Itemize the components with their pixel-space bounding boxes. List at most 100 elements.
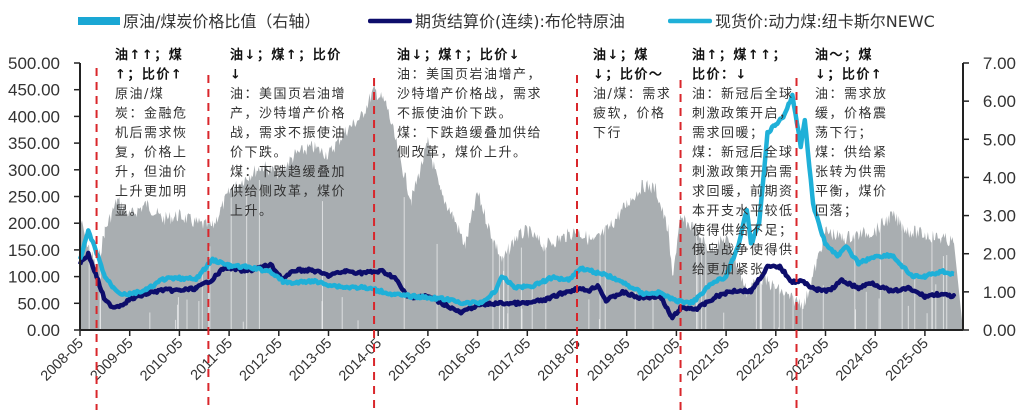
annotation-text: 油：美国页岩油增 [230, 87, 346, 102]
right-tick-label: 2.00 [983, 245, 1016, 264]
newcastle-coal-line [77, 92, 956, 307]
x-tick-label: 2010-05 [137, 336, 186, 385]
annotation-text: 上升。 [230, 204, 274, 219]
left-tick-label: 400.00 [8, 107, 60, 126]
left-tick-label: 350.00 [8, 134, 60, 153]
annotation-text: 煤：下跌趋缓叠加供给 [397, 125, 542, 141]
legend: 原油/煤炭价格比值（右轴） 期货结算价(连续):布伦特原油 现货价:动力煤:纽卡斯尔… [78, 12, 935, 31]
annotation-text: 不振使油价下跌。 [397, 106, 513, 122]
annotation-text: 缓，价格震 [815, 106, 888, 122]
annotation-text: 张转为供需 [815, 165, 888, 180]
x-tick-label: 2013-05 [286, 336, 335, 385]
legend-swatch [368, 18, 412, 24]
annotation-text: 油：需求放 [815, 87, 888, 102]
annotation-text: 炭：金融危 [115, 106, 188, 122]
annotation-heading: 油↓；煤 [593, 47, 649, 63]
annotations-layer: 油↑↑；煤 ↑；比价↑ 原油/煤炭：金融危机后需求恢复，价格上升，但油价上升更加明显… [115, 47, 888, 278]
legend-label: 原油/煤炭价格比值（右轴） [123, 12, 320, 31]
right-tick-label: 7.00 [983, 54, 1016, 73]
annotation-text: 产，沙特增产价格 [230, 106, 346, 122]
annotation-text: 需求回暖； [692, 126, 765, 141]
brent-oil-line [77, 250, 957, 321]
x-tick-label: 2021-05 [684, 336, 733, 385]
annotation-heading: ↓；比价～ [593, 67, 663, 83]
legend-label: 期货结算价(连续):布伦特原油 [415, 12, 625, 31]
right-tick-label: 3.00 [983, 207, 1016, 226]
annotation-text: 平衡，煤价 [815, 185, 888, 200]
annotation-text: 机后需求恢 [115, 126, 188, 141]
left-tick-label: 300.00 [8, 161, 60, 180]
annotation-text: 煤：新冠后全球 [692, 145, 794, 161]
annotation-heading: 油↑；煤↑↑； [692, 47, 787, 63]
x-tick-label: 2011-05 [188, 336, 236, 384]
annotation-text: 油/煤：需求 [593, 87, 671, 102]
annotation-heading: 油～；煤 [815, 47, 873, 63]
annotation-text: 刺激政策开启， [692, 106, 794, 122]
x-tick-label: 2019-05 [585, 336, 634, 385]
x-tick-label: 2008-05 [38, 336, 87, 385]
legend-swatch [78, 17, 120, 25]
annotation-text: 价下跌。 [230, 145, 288, 161]
annotation-text: 使得供给不足； [692, 223, 794, 239]
annotation-text: 荡下行； [815, 126, 873, 141]
left-tick-label: 250.00 [8, 188, 60, 207]
annotation-heading: ↓ [230, 68, 242, 83]
annotation-text: 复，价格上 [115, 145, 188, 161]
legend-label: 现货价:动力煤:纽卡斯尔NEWC [715, 12, 935, 31]
annotation-heading: 油↓；煤↑；比价↓ [397, 47, 521, 63]
left-tick-label: 50.00 [17, 294, 60, 313]
annotation-text: 给更加紧张 [692, 263, 765, 278]
annotation-text: 油：新冠后全球 [692, 86, 794, 102]
x-tick-label: 2024-05 [833, 336, 882, 385]
left-tick-label: 150.00 [8, 241, 60, 260]
annotation-text: 战，需求不振使油 [230, 125, 346, 141]
annotation-text: 煤：下跌趋缓叠加 [230, 164, 346, 180]
annotation-text: 下行 [593, 126, 622, 141]
annotation-text: 回落； [815, 204, 859, 219]
left-tick-label: 500.00 [8, 54, 60, 73]
right-tick-label: 4.00 [983, 168, 1016, 187]
right-tick-label: 1.00 [983, 283, 1016, 302]
annotation-block: 油↓；煤↑；比价 ↓ 油：美国页岩油增产，沙特增产价格战，需求不振使油价下跌。煤：下… [230, 47, 346, 219]
x-tick-label: 2025-05 [883, 336, 932, 385]
left-tick-label: 450.00 [8, 81, 60, 100]
x-tick-label: 2020-05 [634, 336, 683, 385]
annotation-text: 刺激政策开启需 [692, 164, 794, 180]
price-lines-layer [77, 92, 957, 321]
annotation-heading: 油↓；煤↑；比价 [230, 47, 342, 63]
annotation-text: 上升更加明 [115, 185, 188, 200]
annotation-block: 油↑↑；煤 ↑；比价↑ 原油/煤炭：金融危机后需求恢复，价格上升，但油价上升更加明显… [115, 47, 188, 219]
left-tick-label: 100.00 [8, 268, 60, 287]
annotation-text: 本开支水平较低 [692, 204, 794, 219]
legend-swatch [668, 18, 712, 24]
right-tick-label: 0.00 [983, 321, 1016, 340]
annotation-text: 侧改革，煤价上升。 [397, 146, 528, 161]
x-tick-label: 2017-05 [485, 336, 534, 385]
annotation-text: 疲软，价格 [593, 106, 666, 122]
annotation-heading: ↓；比价↑ [815, 67, 883, 83]
x-tick-label: 2009-05 [88, 336, 137, 385]
annotation-text: 升，但油价 [115, 165, 188, 180]
annotation-heading: ↑；比价↑ [115, 67, 183, 83]
x-tick-label: 2012-05 [237, 336, 286, 385]
annotation-heading: 油↑↑；煤 [115, 47, 183, 63]
right-tick-label: 6.00 [983, 92, 1016, 111]
x-tick-label: 2022-05 [734, 336, 783, 385]
period-dividers [95, 68, 798, 410]
left-tick-label: 200.00 [8, 214, 60, 233]
x-tick-label: 2016-05 [435, 336, 484, 385]
annotation-text: 原油/煤 [115, 87, 164, 102]
annotation-text: 煤：供给紧 [815, 146, 888, 161]
annotation-text: 求回暖，前期资 [692, 184, 794, 200]
right-tick-label: 5.00 [983, 130, 1016, 149]
annotation-block: 油↓；煤↑；比价↓油：美国页岩油增产，沙特增产价格战，需求不振使油价下跌。煤：下… [397, 47, 542, 161]
annotation-text: 油：美国页岩油增产， [397, 68, 542, 83]
x-tick-label: 2015-05 [386, 336, 435, 385]
annotation-text: 俄乌战争使得供 [692, 242, 794, 258]
annotation-heading: 比价：↓ [692, 67, 748, 83]
x-tick-label: 2023-05 [783, 336, 832, 385]
annotation-text: 供给侧改革，煤价 [230, 185, 346, 200]
